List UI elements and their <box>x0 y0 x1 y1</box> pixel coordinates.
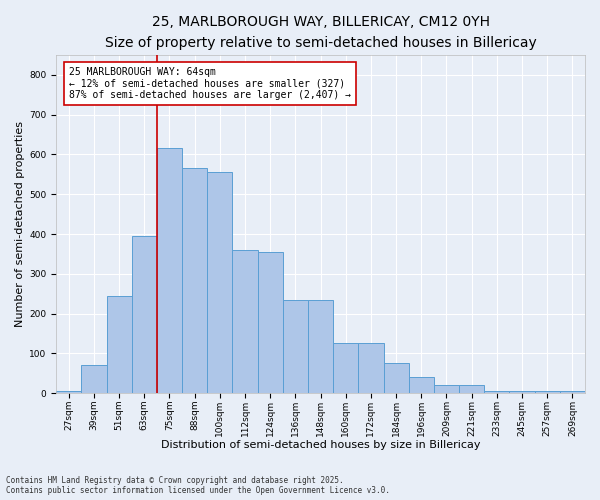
Bar <box>560 391 585 393</box>
Bar <box>333 344 358 393</box>
Bar <box>358 344 383 393</box>
Bar <box>434 385 459 393</box>
Bar <box>157 148 182 393</box>
Text: Contains HM Land Registry data © Crown copyright and database right 2025.
Contai: Contains HM Land Registry data © Crown c… <box>6 476 390 495</box>
Bar <box>182 168 207 393</box>
X-axis label: Distribution of semi-detached houses by size in Billericay: Distribution of semi-detached houses by … <box>161 440 481 450</box>
Title: 25, MARLBOROUGH WAY, BILLERICAY, CM12 0YH
Size of property relative to semi-deta: 25, MARLBOROUGH WAY, BILLERICAY, CM12 0Y… <box>104 15 536 50</box>
Bar <box>207 172 232 393</box>
Bar <box>107 296 131 393</box>
Bar <box>232 250 257 393</box>
Bar <box>283 300 308 393</box>
Bar <box>82 366 107 393</box>
Bar <box>257 252 283 393</box>
Bar <box>484 391 509 393</box>
Bar <box>131 236 157 393</box>
Bar <box>459 385 484 393</box>
Bar <box>383 364 409 393</box>
Bar <box>308 300 333 393</box>
Y-axis label: Number of semi-detached properties: Number of semi-detached properties <box>15 121 25 327</box>
Text: 25 MARLBOROUGH WAY: 64sqm
← 12% of semi-detached houses are smaller (327)
87% of: 25 MARLBOROUGH WAY: 64sqm ← 12% of semi-… <box>69 67 351 100</box>
Bar <box>535 391 560 393</box>
Bar <box>509 391 535 393</box>
Bar <box>56 391 82 393</box>
Bar <box>409 378 434 393</box>
